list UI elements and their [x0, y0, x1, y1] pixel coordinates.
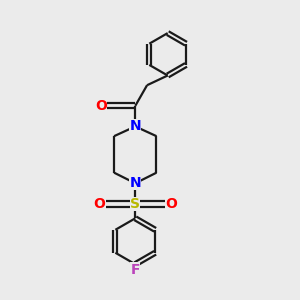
Text: N: N — [130, 119, 141, 134]
Text: O: O — [165, 197, 177, 211]
Text: N: N — [130, 176, 141, 190]
Text: S: S — [130, 197, 140, 211]
Text: O: O — [93, 197, 105, 211]
Text: O: O — [95, 99, 107, 113]
Text: F: F — [130, 262, 140, 277]
